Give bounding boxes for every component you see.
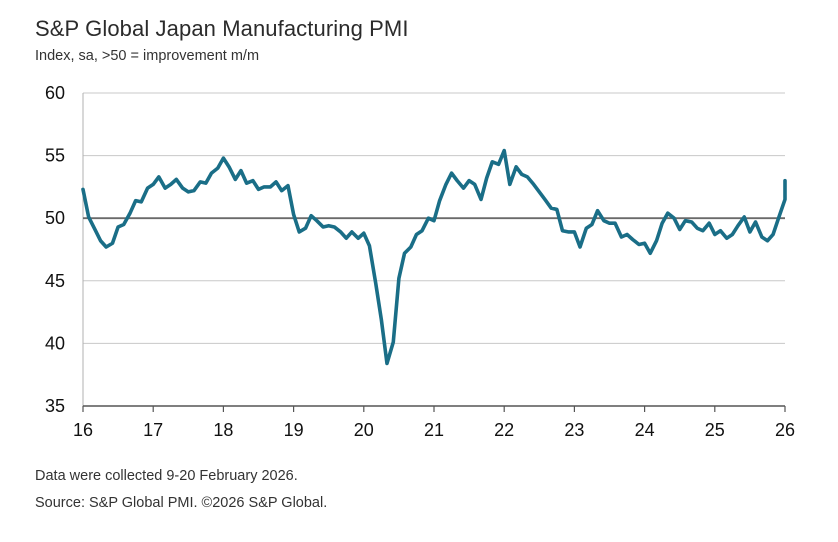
x-tick-label-22: 22: [494, 420, 514, 440]
y-tick-label-55: 55: [45, 146, 65, 166]
x-tick-label-16: 16: [73, 420, 93, 440]
x-tick-label-19: 19: [284, 420, 304, 440]
x-tick-label-20: 20: [354, 420, 374, 440]
label-layer: 60 55 50 45 40 35 16 17 18 19 20 21 22 23 24 25 26: [45, 83, 795, 440]
y-tick-label-40: 40: [45, 333, 65, 353]
x-tick-label-24: 24: [635, 420, 655, 440]
footnote-source: Source: S&P Global PMI. ©2026 S&P Global…: [35, 495, 328, 511]
y-tick-label-60: 60: [45, 83, 65, 103]
x-tick-label-21: 21: [424, 420, 444, 440]
x-tick-label-18: 18: [213, 420, 233, 440]
footnote-collection-dates: Data were collected 9-20 February 2026.: [35, 468, 298, 484]
y-tick-label-35: 35: [45, 396, 65, 416]
x-tick-label-17: 17: [143, 420, 163, 440]
axis-layer: [82, 93, 786, 412]
x-tick-label-26: 26: [775, 420, 795, 440]
grid-layer: [83, 92, 785, 344]
series-layer: [81, 148, 787, 366]
x-tick-label-25: 25: [705, 420, 725, 440]
chart-subtitle: Index, sa, >50 = improvement m/m: [35, 48, 260, 64]
chart-title: S&P Global Japan Manufacturing PMI: [35, 16, 409, 41]
x-tick-label-23: 23: [564, 420, 584, 440]
y-tick-label-45: 45: [45, 271, 65, 291]
y-tick-label-50: 50: [45, 208, 65, 228]
series-line-pmi: [81, 148, 787, 366]
